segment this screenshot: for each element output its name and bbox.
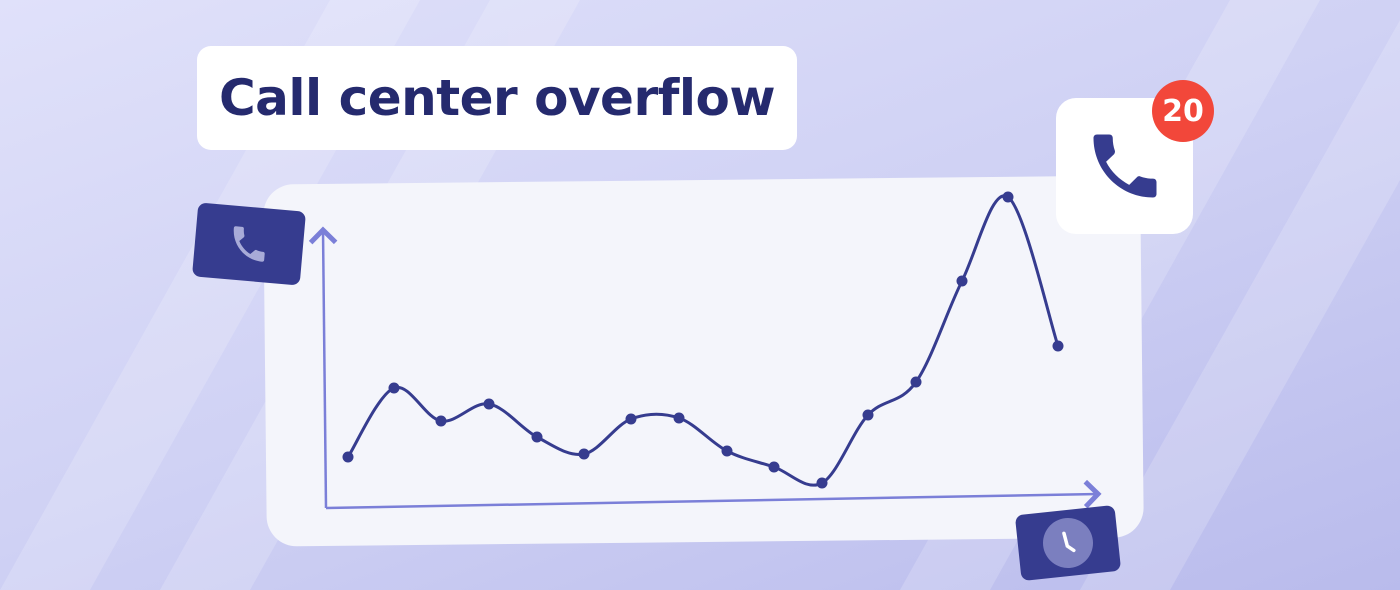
title-box: Call center overflow bbox=[197, 46, 797, 150]
phone-icon bbox=[233, 226, 265, 262]
data-point bbox=[673, 412, 685, 424]
y-axis bbox=[308, 226, 338, 509]
notification-badge: 20 bbox=[1152, 80, 1214, 142]
data-point bbox=[625, 413, 637, 425]
phone-icon bbox=[1093, 134, 1156, 198]
data-point bbox=[1052, 340, 1064, 352]
data-point bbox=[483, 398, 495, 410]
clock-icon bbox=[1043, 518, 1093, 568]
phone-card bbox=[191, 202, 307, 286]
data-point bbox=[388, 382, 400, 394]
clock-card bbox=[1014, 504, 1122, 582]
data-point bbox=[721, 445, 733, 457]
data-point bbox=[531, 431, 543, 443]
data-point bbox=[910, 376, 922, 388]
data-point bbox=[578, 448, 590, 460]
data-point bbox=[1002, 191, 1014, 203]
page-title: Call center overflow bbox=[218, 69, 776, 127]
x-axis bbox=[325, 479, 1102, 510]
data-line bbox=[346, 194, 1060, 487]
data-point bbox=[956, 275, 968, 287]
data-point bbox=[816, 477, 828, 489]
data-point bbox=[768, 461, 780, 473]
data-point bbox=[862, 409, 874, 421]
data-point bbox=[435, 415, 447, 427]
data-point bbox=[342, 451, 354, 463]
